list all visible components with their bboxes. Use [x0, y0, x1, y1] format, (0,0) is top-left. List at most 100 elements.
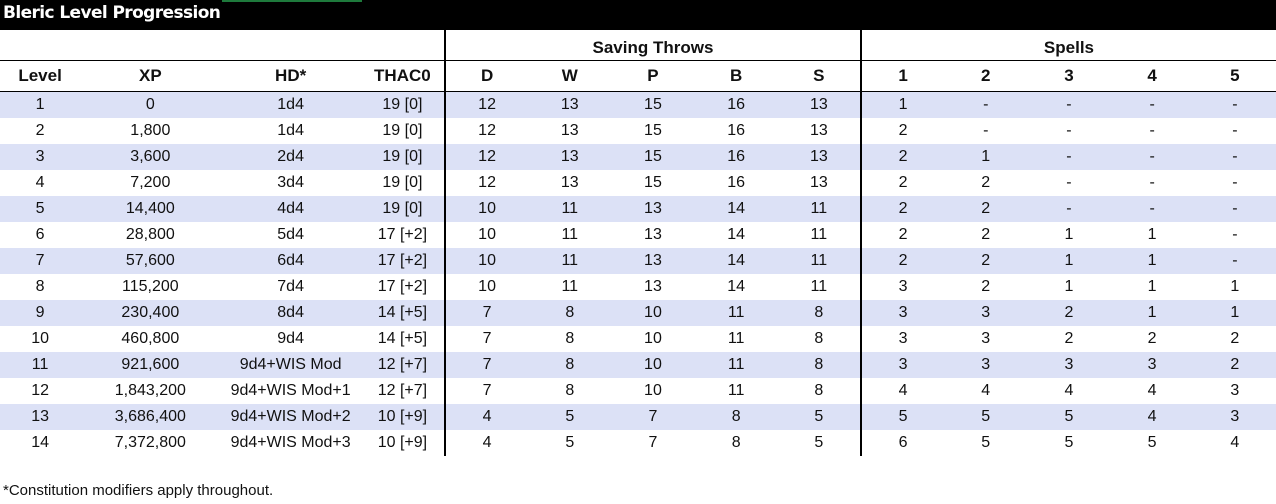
table-cell: 1: [1147, 277, 1157, 295]
table-cell: 6: [859, 429, 945, 456]
table-row: 11 921,600 9d4+WIS Mod 12 [+7] 7 8 10 11 8 3 3 3 3 2: [0, 351, 1276, 378]
table-row: 12 1,843,200 9d4+WIS Mod+1 12 [+7] 7 8 10 11 8 4 4…: [0, 377, 1276, 404]
table-cell: 4: [1110, 403, 1194, 430]
table-cell: 230,400: [80, 299, 221, 326]
table-cell: 11: [810, 277, 828, 295]
table-cell: 4: [443, 403, 529, 430]
table-cell: 4: [981, 381, 991, 399]
table-cell: -: [1066, 173, 1072, 191]
table-cell: 7,200: [130, 173, 171, 191]
table-row: 3 3,600 2d4 19 [0] 12 13 15 16 13 2 1- - -: [0, 143, 1276, 170]
table-cell: 1: [859, 91, 945, 118]
table-cell: 14,400: [80, 195, 221, 222]
table-cell: 5: [814, 433, 824, 451]
table-cell: 14 [+5]: [360, 299, 445, 326]
table-cell: 10: [644, 329, 662, 347]
title-accent-line: [222, 0, 362, 2]
table-row: 13 3,686,400 9d4+WIS Mod+2 10 [+9] 4 5 7 8 5 5 5 5 4…: [0, 403, 1276, 430]
table-cell: -: [1110, 143, 1194, 170]
footnote: *Constitution modifiers apply throughout…: [3, 482, 274, 499]
group-header-row: Saving Throws Spells: [0, 30, 1276, 61]
table-cell: 6d4: [220, 247, 361, 274]
table-cell: 2: [859, 169, 945, 196]
table-cell: 3d4: [277, 173, 304, 191]
table-cell: 8: [565, 329, 575, 347]
table-cell: 8: [777, 351, 861, 378]
table-cell: 2: [1147, 329, 1157, 347]
table-cell: 5: [981, 433, 991, 451]
table-cell: 8: [777, 299, 861, 326]
table-cell: 15: [644, 173, 662, 191]
table-cell: 11: [0, 351, 81, 378]
table-cell: -: [1110, 195, 1194, 222]
table-cell: 14: [727, 225, 746, 243]
table-row: 8 115,200 7d4 17 [+2] 10 11 13 14 11 3 2 1 1 1: [0, 273, 1276, 300]
table-cell: 13: [528, 91, 612, 118]
table-cell: 1,800: [130, 121, 171, 139]
column-header: 5: [1193, 60, 1276, 92]
table-row: 6 28,800 5d4 17 [+2] 10 11 13 14 11 2 2 1 1-: [0, 221, 1276, 248]
table-cell: 7: [611, 403, 695, 430]
table-cell: 5: [0, 195, 81, 222]
column-header-row: Level XP HD* THAC0 D W P B S 1 2 3 4 5: [0, 60, 1276, 92]
table-cell: 14: [727, 277, 746, 295]
table-cell: 2: [859, 143, 945, 170]
table-cell: 2: [981, 225, 991, 243]
table-row: 1 0 1d4 19 [0] 12 13 15 16 13 1- - - -: [0, 91, 1276, 118]
table-cell: 12: [443, 143, 529, 170]
table-cell: 5: [1064, 433, 1074, 451]
table-body: 1 0 1d4 19 [0] 12 13 15 16 13 1- - - -2 1,800 1d4 19 [0…: [0, 91, 1276, 456]
table-row: 9 230,400 8d4 14 [+5] 7 8 10 11 8 3 3 2 1 1: [0, 299, 1276, 326]
table-cell: 3: [1193, 403, 1276, 430]
column-header: W: [528, 60, 612, 92]
table-cell: -: [1193, 195, 1276, 222]
table-cell: -: [1027, 195, 1111, 222]
table-cell: 5: [565, 433, 575, 451]
table-cell: 5: [528, 403, 612, 430]
table-cell: 19 [0]: [382, 121, 423, 139]
table-cell: 10: [443, 273, 529, 300]
saving-throws-header: Saving Throws: [443, 30, 861, 61]
table-cell: -: [1027, 91, 1111, 118]
table-cell: 19 [0]: [382, 173, 423, 191]
table-cell: 13: [611, 195, 695, 222]
table-cell: 5: [859, 403, 945, 430]
table-cell: 14 [+5]: [377, 329, 428, 347]
table-cell: 5: [1027, 403, 1111, 430]
table-cell: 7: [443, 377, 529, 404]
table-cell: 3: [1110, 351, 1194, 378]
table-cell: 8: [814, 329, 824, 347]
table-cell: 13: [644, 225, 662, 243]
table-cell: 15: [644, 121, 662, 139]
table-cell: 13: [644, 277, 662, 295]
table-cell: 8d4: [220, 299, 361, 326]
spells-header: Spells: [859, 30, 1276, 61]
table-cell: 1d4: [220, 91, 361, 118]
table-cell: 3,600: [80, 143, 221, 170]
table-cell: 7: [443, 351, 529, 378]
table-cell: 16: [727, 121, 746, 139]
table-cell: 11: [561, 225, 579, 243]
table-cell: 13: [0, 403, 81, 430]
table-cell: -: [1193, 143, 1276, 170]
table-cell: -: [1027, 143, 1111, 170]
table-cell: 11: [727, 381, 745, 399]
table-cell: 2: [981, 173, 991, 191]
table-cell: 14: [694, 195, 778, 222]
table-cell: 3: [859, 273, 945, 300]
table-cell: 9: [0, 299, 81, 326]
table-cell: 10: [443, 221, 529, 248]
table-cell: 7,372,800: [114, 433, 186, 451]
table-cell: 11: [810, 225, 828, 243]
table-cell: 10 [+9]: [360, 403, 445, 430]
table-cell: 2: [35, 121, 45, 139]
table-cell: 12: [443, 91, 529, 118]
column-header: 3: [1027, 60, 1111, 92]
table-cell: 14: [31, 433, 49, 451]
table-cell: 17 [+2]: [377, 277, 428, 295]
table-cell: 4d4: [220, 195, 361, 222]
table-cell: 6: [35, 225, 45, 243]
table-cell: 7: [443, 299, 529, 326]
table-cell: 8: [528, 351, 612, 378]
column-header: Level: [0, 60, 81, 92]
